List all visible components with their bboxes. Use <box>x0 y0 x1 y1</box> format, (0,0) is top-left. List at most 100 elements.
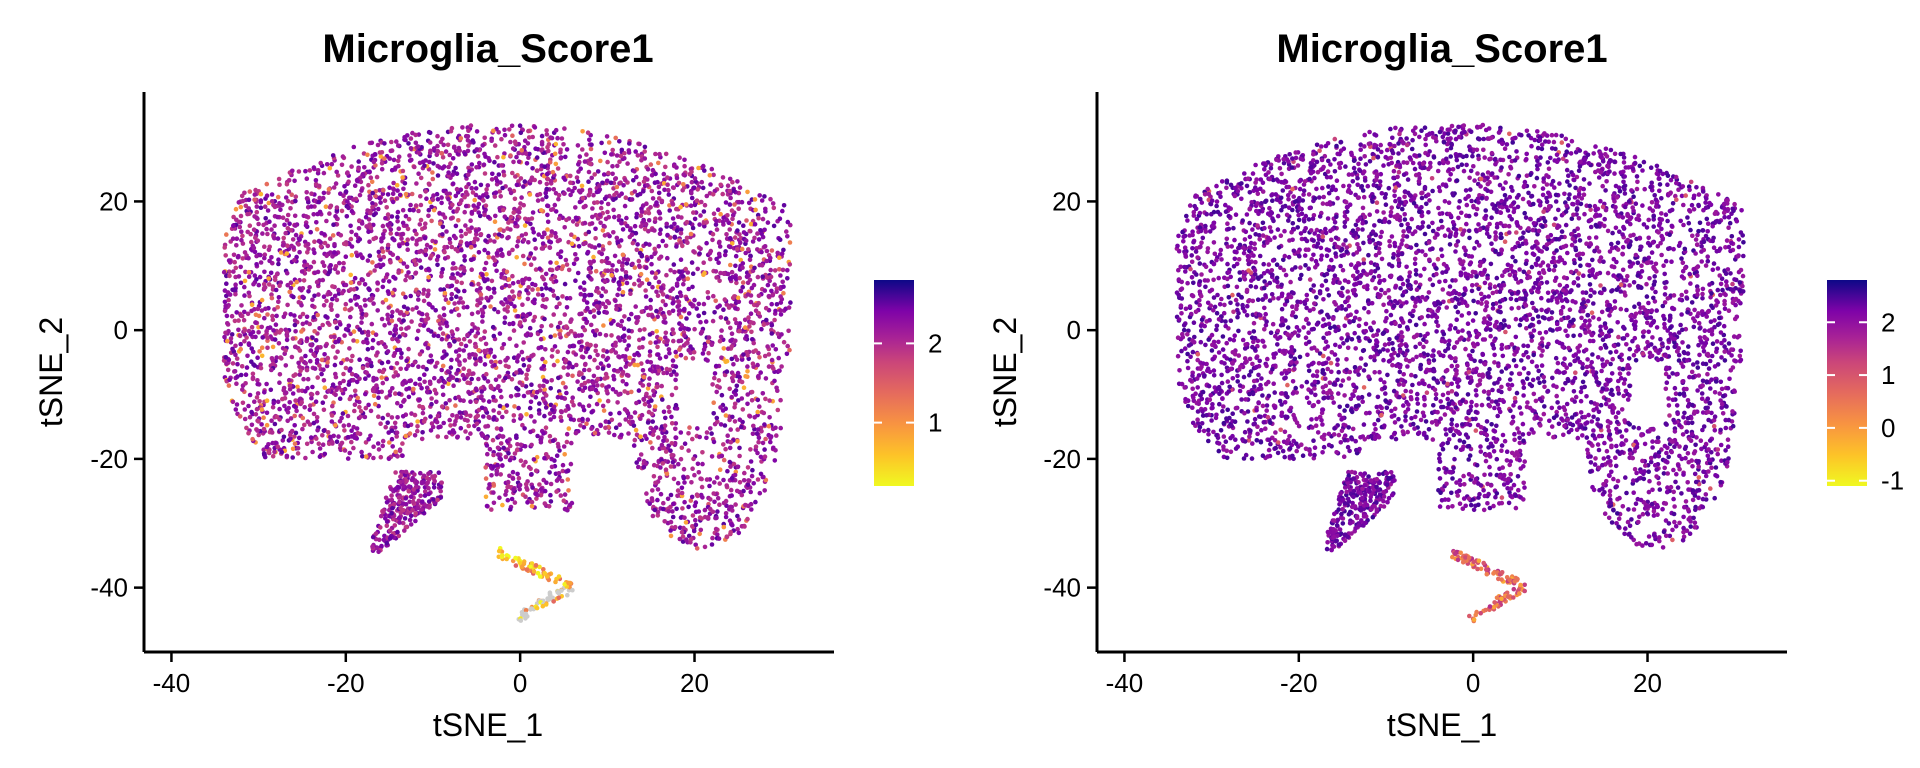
data-point <box>623 270 629 275</box>
data-point <box>439 150 444 156</box>
data-point <box>622 407 628 412</box>
data-point <box>518 130 524 136</box>
data-point <box>750 467 755 473</box>
data-point <box>547 470 552 475</box>
data-point <box>674 206 679 212</box>
data-point <box>609 417 615 423</box>
data-point <box>337 260 342 266</box>
data-point <box>373 332 379 338</box>
data-point <box>674 295 680 300</box>
data-point <box>489 507 494 512</box>
data-point <box>357 281 362 286</box>
data-point <box>302 259 307 265</box>
data-point <box>725 320 731 325</box>
data-point <box>304 314 310 320</box>
data-point <box>247 414 253 420</box>
data-point <box>378 421 383 427</box>
data-point <box>417 222 423 227</box>
data-point <box>388 231 394 236</box>
data-point <box>405 237 411 242</box>
data-point <box>405 133 410 138</box>
data-point <box>684 316 689 321</box>
data-point <box>644 277 650 283</box>
data-point <box>532 237 537 242</box>
data-point <box>657 231 663 236</box>
data-point <box>539 133 545 139</box>
data-point <box>697 251 702 256</box>
data-point <box>367 253 373 258</box>
data-point <box>531 457 537 462</box>
data-point <box>720 175 726 180</box>
data-point <box>597 183 602 188</box>
data-point <box>482 348 487 354</box>
data-point <box>259 345 265 351</box>
data-point <box>542 378 547 383</box>
data-point <box>327 165 333 171</box>
data-point <box>656 184 662 190</box>
data-point <box>501 342 507 347</box>
data-point <box>762 194 767 199</box>
data-point <box>242 328 248 333</box>
data-point <box>543 347 548 352</box>
data-point <box>516 292 522 298</box>
data-point <box>725 433 730 439</box>
data-point <box>333 355 338 360</box>
data-point <box>343 282 349 288</box>
data-point <box>449 296 454 302</box>
data-point <box>429 358 435 364</box>
data-point <box>246 403 251 409</box>
data-point <box>764 258 769 264</box>
data-point <box>281 314 287 320</box>
data-point <box>469 281 474 287</box>
data-point <box>622 151 627 156</box>
data-point <box>436 425 441 430</box>
data-point <box>517 123 523 128</box>
data-point <box>681 281 686 287</box>
data-point <box>406 216 412 222</box>
data-point <box>593 226 598 232</box>
data-point <box>492 239 497 244</box>
data-point <box>519 349 525 355</box>
data-point <box>606 170 611 176</box>
data-point <box>408 275 413 280</box>
data-point <box>719 453 724 459</box>
data-point <box>317 363 322 368</box>
data-point <box>428 148 433 154</box>
data-point <box>650 513 656 519</box>
data-point <box>452 301 457 306</box>
data-point <box>490 171 495 177</box>
data-point <box>735 228 740 233</box>
data-point <box>545 227 550 232</box>
data-point <box>678 456 684 462</box>
data-point <box>244 425 249 431</box>
data-point <box>748 311 754 317</box>
data-point <box>651 392 657 398</box>
data-point <box>359 188 364 193</box>
data-point <box>449 329 455 334</box>
data-point <box>395 209 401 215</box>
data-point <box>637 263 642 269</box>
data-point <box>421 298 427 304</box>
data-point <box>568 416 574 422</box>
data-point <box>285 302 290 308</box>
data-point <box>503 492 508 497</box>
data-point <box>556 444 561 450</box>
data-point <box>642 433 648 439</box>
data-point <box>582 327 588 333</box>
data-point <box>685 276 691 282</box>
data-point <box>701 301 707 307</box>
data-point <box>777 237 783 242</box>
data-point <box>270 454 276 459</box>
data-point <box>478 232 484 237</box>
data-point <box>495 445 501 451</box>
data-point <box>644 491 649 496</box>
data-point <box>665 232 670 238</box>
data-point <box>710 237 715 243</box>
data-point <box>749 389 755 395</box>
data-point <box>655 384 660 390</box>
data-point <box>637 327 643 333</box>
data-point <box>701 310 707 316</box>
data-point <box>412 360 418 365</box>
data-point <box>320 433 325 438</box>
data-point <box>281 434 287 440</box>
